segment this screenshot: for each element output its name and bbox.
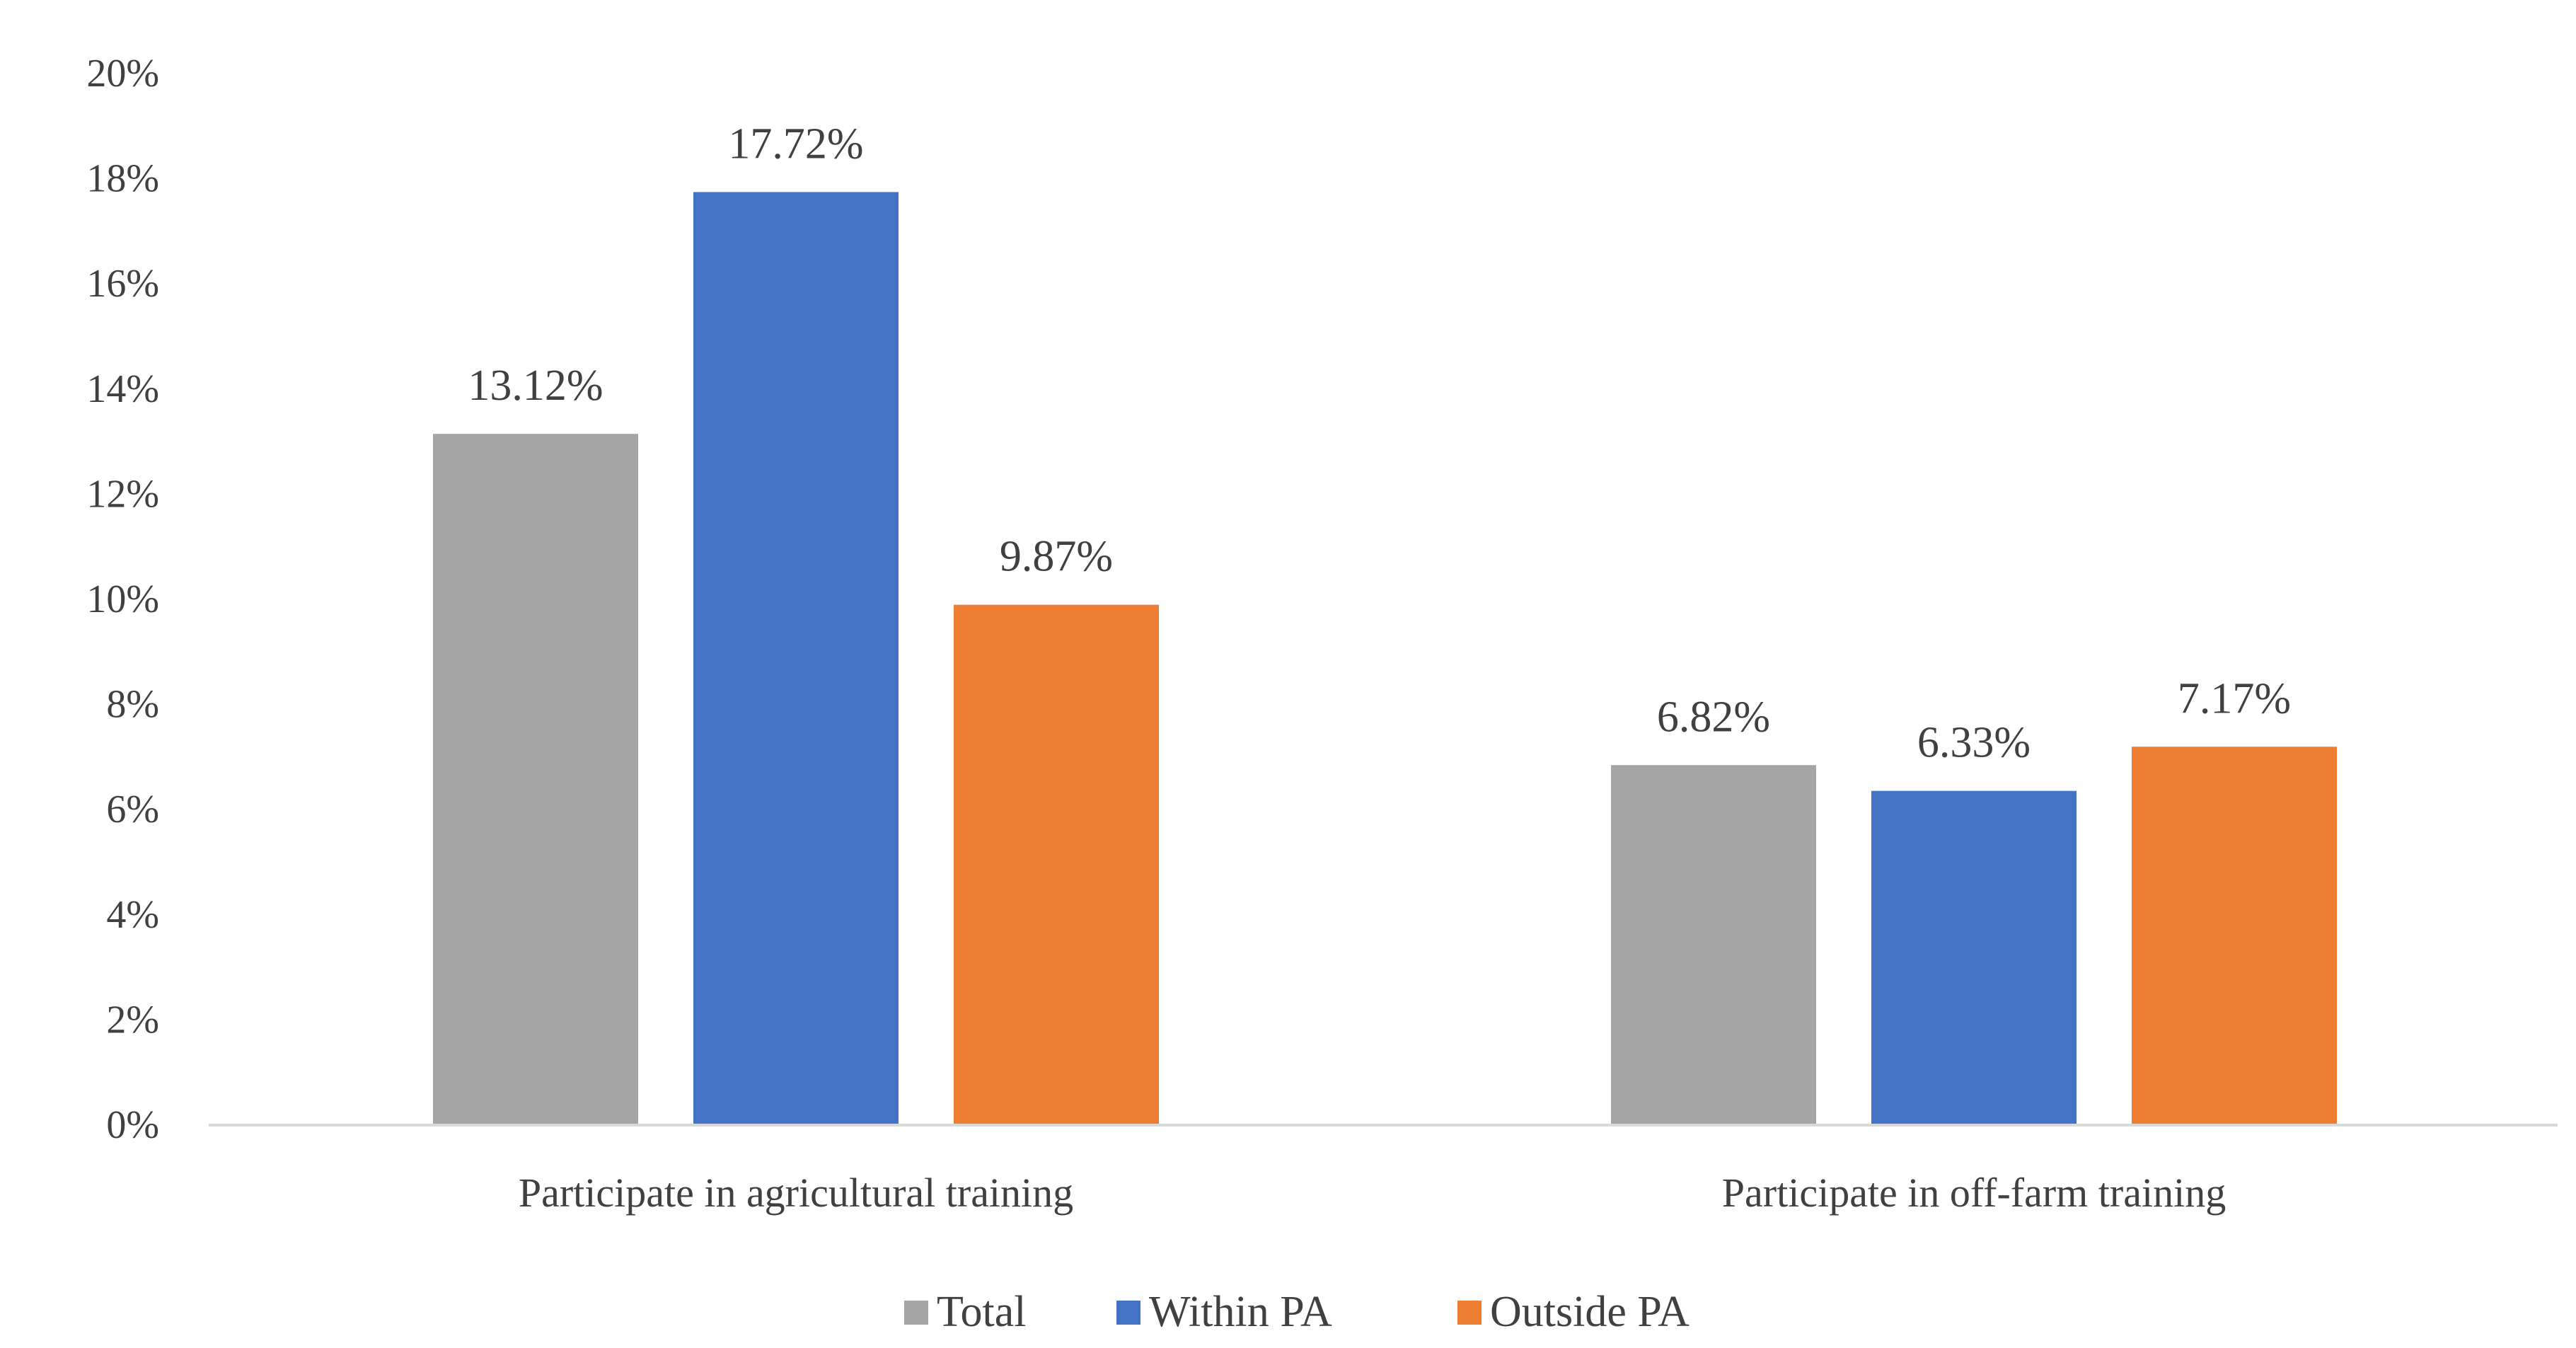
category-labels: Participate in agricultural training Part…	[519, 1170, 2226, 1216]
bar-within-pa	[1871, 790, 2077, 1124]
y-tick-label: 2%	[106, 998, 159, 1042]
data-label: 6.33%	[1917, 719, 2031, 767]
y-tick-label: 6%	[106, 788, 159, 831]
y-tick-label: 16%	[86, 262, 159, 306]
y-axis-ticks: 0% 2% 4% 6% 8% 10% 12% 14% 16% 18% 20%	[86, 52, 159, 1147]
y-tick-label: 14%	[86, 367, 159, 411]
bar-within-pa	[693, 192, 899, 1124]
bar-outside-pa	[2132, 747, 2337, 1124]
bar-total	[433, 434, 638, 1124]
data-label: 7.17%	[2178, 674, 2291, 722]
data-labels: 13.12% 6.82% 17.72% 6.33% 9.87% 7.17%	[468, 120, 2291, 766]
legend-swatch	[904, 1301, 928, 1325]
legend: Total Within PA Outside PA	[904, 1288, 1690, 1336]
legend-swatch	[1457, 1301, 1482, 1325]
bars	[433, 192, 2337, 1124]
legend-label: Outside PA	[1490, 1288, 1690, 1336]
bar-outside-pa	[954, 604, 1159, 1124]
y-tick-label: 8%	[106, 683, 159, 727]
data-label: 13.12%	[468, 362, 603, 410]
legend-label: Within PA	[1149, 1288, 1332, 1336]
category-label: Participate in off-farm training	[1722, 1170, 2226, 1216]
data-label: 6.82%	[1657, 693, 1770, 741]
category-label: Participate in agricultural training	[519, 1170, 1073, 1216]
data-label: 9.87%	[1000, 533, 1113, 581]
bar-total	[1611, 765, 1816, 1124]
data-label: 17.72%	[728, 120, 863, 168]
y-tick-label: 20%	[86, 52, 159, 96]
y-tick-label: 12%	[86, 472, 159, 516]
legend-swatch	[1116, 1301, 1140, 1325]
y-tick-label: 0%	[106, 1103, 159, 1147]
y-tick-label: 18%	[86, 157, 159, 201]
y-tick-label: 10%	[86, 577, 159, 621]
legend-label: Total	[937, 1288, 1027, 1336]
y-tick-label: 4%	[106, 893, 159, 937]
